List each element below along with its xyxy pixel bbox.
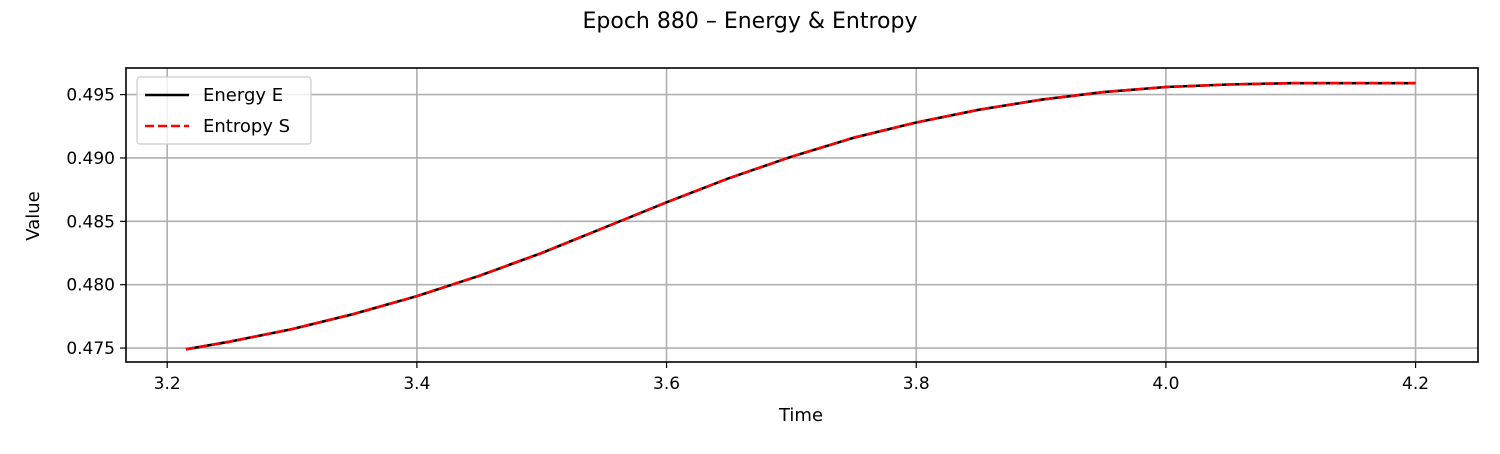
series-lines [185,81,1416,351]
x-tick-label: 3.4 [403,374,430,394]
series-line-entropy-s [185,81,1416,351]
y-tick-label: 0.490 [66,149,115,169]
plot-area-frame [125,67,1479,363]
x-tick-label: 3.6 [653,374,680,394]
x-tick-label: 4.0 [1152,374,1179,394]
x-tick-label: 3.8 [903,374,930,394]
y-axis-label: Value [23,191,44,240]
legend-label: Energy E [203,85,283,106]
y-tick-label: 0.475 [66,339,115,359]
legend: Energy E Entropy S [136,76,312,145]
axis-ticks: 3.2 3.4 3.6 3.8 4.0 4.2 0.475 0.480 0.485 0.490 0.… [66,86,1429,394]
y-tick-label: 0.485 [66,212,115,232]
chart-title: Epoch 880 – Energy & Entropy [583,9,918,34]
y-tick-label: 0.495 [66,86,115,106]
x-axis-label: Time [778,405,823,426]
x-tick-label: 3.2 [154,374,181,394]
x-tick-label: 4.2 [1402,374,1429,394]
grid-lines [126,68,1478,362]
y-tick-label: 0.480 [66,276,115,296]
legend-label: Entropy S [203,116,290,137]
